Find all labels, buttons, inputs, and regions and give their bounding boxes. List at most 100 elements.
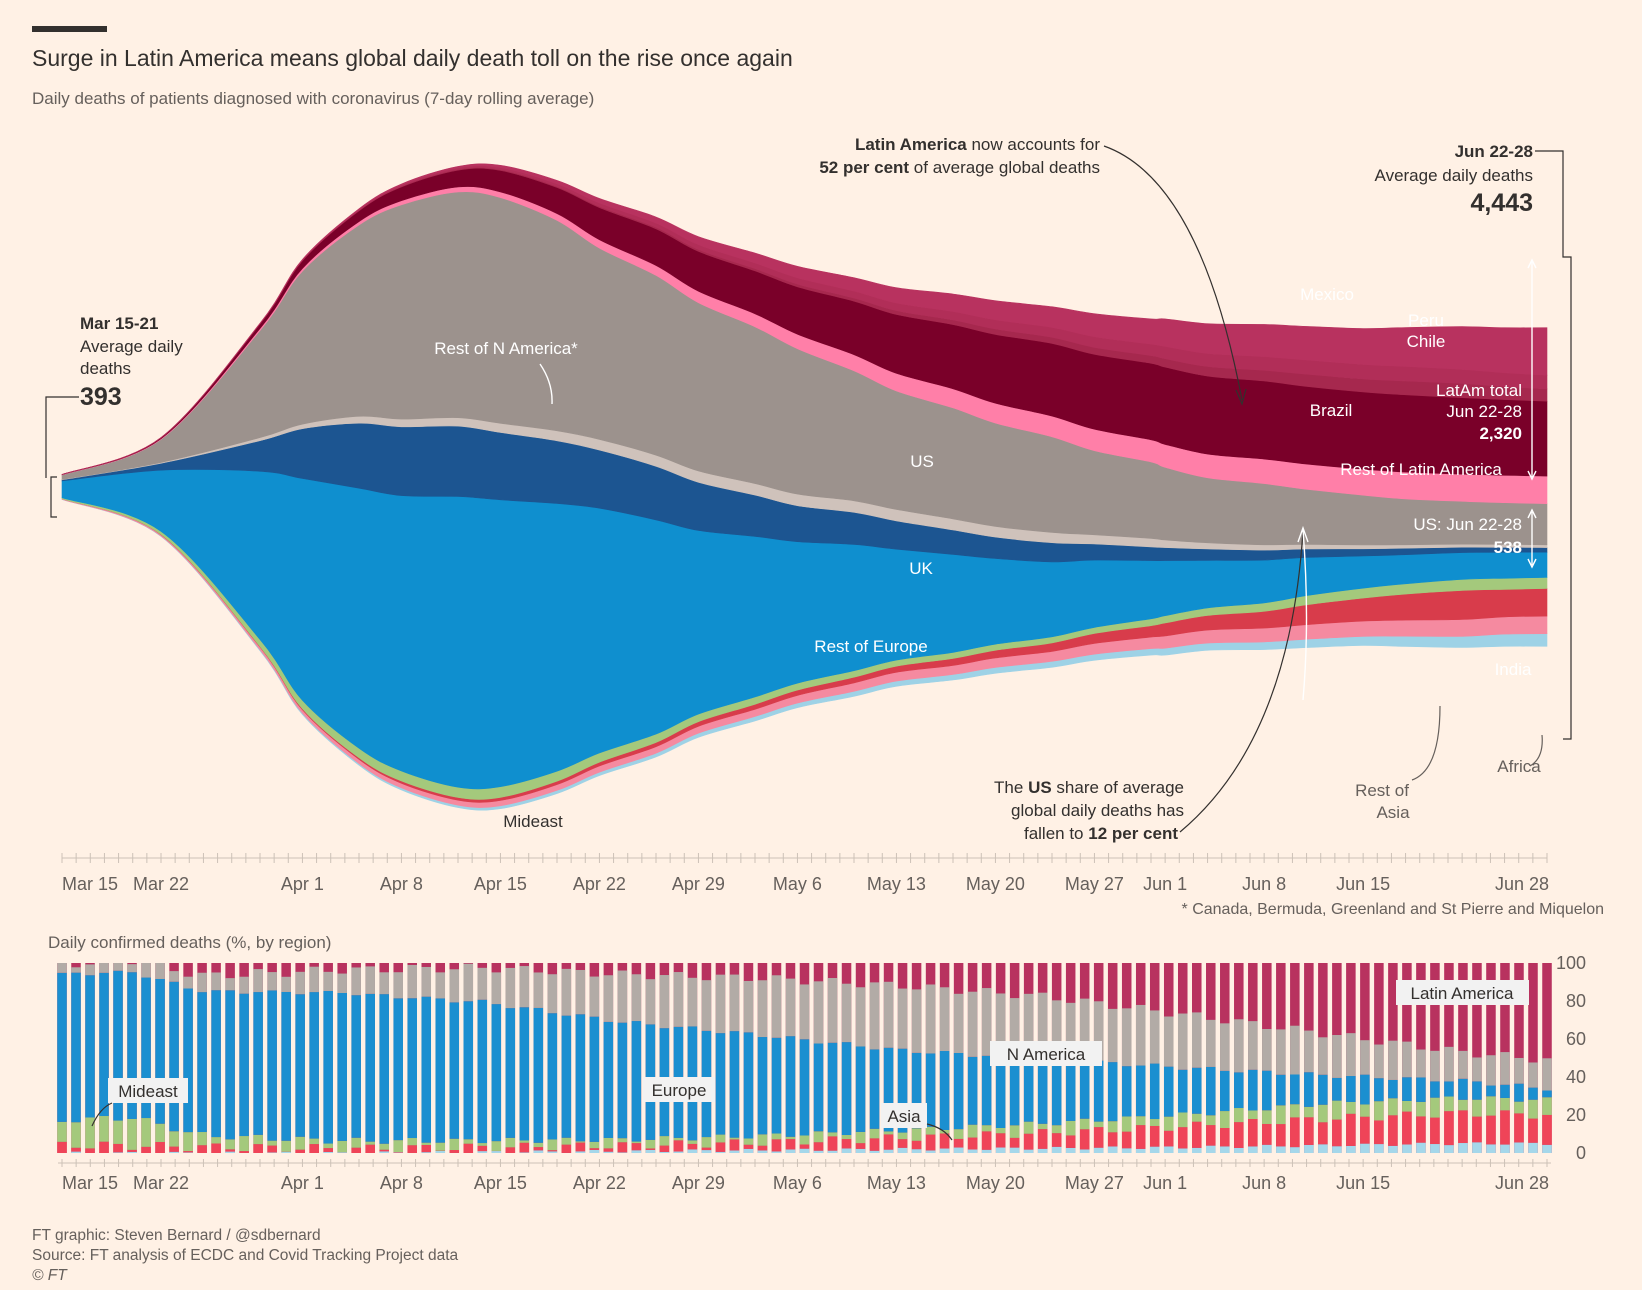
start-leader bbox=[45, 396, 79, 478]
bar-segment-n-america bbox=[547, 974, 558, 1014]
bar-segment-n-america bbox=[253, 969, 263, 993]
bar-segment-mideast bbox=[617, 1138, 628, 1143]
bar-segment-europe bbox=[1416, 1077, 1426, 1102]
bar-segment-asia-light bbox=[127, 1151, 137, 1153]
bar-segment-asia-red bbox=[211, 1143, 221, 1153]
bar-segment-europe bbox=[855, 1046, 866, 1132]
bar-label-namerica: N America bbox=[1007, 1045, 1086, 1064]
bar-segment-n-america bbox=[85, 964, 95, 976]
bar-segment-europe bbox=[533, 1007, 544, 1143]
streamgraph bbox=[61, 163, 1548, 811]
stream-x-tick-label: Mar 15 bbox=[62, 874, 118, 894]
bar-segment-asia-light bbox=[645, 1149, 656, 1153]
bar-segment-asia-red bbox=[1430, 1117, 1440, 1145]
bar-segment-europe bbox=[1248, 1069, 1258, 1111]
bar-segment-asia-light bbox=[225, 1151, 235, 1153]
bar-segment-n-america bbox=[127, 964, 137, 973]
us-share-1c: share of average bbox=[1052, 778, 1184, 797]
bar-segment-asia-red bbox=[1262, 1123, 1272, 1145]
bar-segment-asia-red bbox=[1121, 1131, 1132, 1149]
bar-segment-latin-america bbox=[1528, 963, 1538, 1153]
bar-axes: 0 20 40 60 80 100 Mar 15 Mar 22 Apr 1 Apr 8 Apr 15… bbox=[58, 953, 1586, 1193]
bar-segment-asia-light bbox=[533, 1150, 544, 1153]
bar-segment-n-america bbox=[575, 969, 586, 1015]
bar-segment-asia-red bbox=[799, 1144, 810, 1149]
bar-segment-asia-light bbox=[1388, 1145, 1398, 1153]
bar-segment-n-america bbox=[309, 966, 319, 993]
label-us: US bbox=[910, 452, 934, 471]
bar-segment-n-america bbox=[1458, 1050, 1468, 1079]
bar-segment-asia-light bbox=[71, 1151, 81, 1153]
bar-segment-asia-red bbox=[1135, 1125, 1146, 1149]
bar-segment-mideast bbox=[1360, 1104, 1370, 1117]
bar-segment-n-america bbox=[869, 982, 880, 1050]
bar-segment-asia-light bbox=[827, 1150, 838, 1153]
bar-segment-mideast bbox=[295, 1136, 305, 1150]
bar-segment-mideast bbox=[1290, 1104, 1300, 1118]
bar-segment-mideast bbox=[701, 1137, 712, 1148]
bar-segment-mideast bbox=[1051, 1125, 1062, 1134]
bar-segment-europe bbox=[309, 992, 319, 1139]
bar-segment-asia-light bbox=[897, 1147, 908, 1153]
bar-segment-mideast bbox=[1234, 1108, 1244, 1123]
bar-segment-n-america bbox=[491, 972, 502, 1005]
latam-total-1: LatAm total bbox=[1436, 381, 1522, 400]
bar-segment-asia-red bbox=[197, 1145, 207, 1153]
bar-segment-n-america bbox=[477, 967, 488, 1000]
bar-segment-asia-red bbox=[589, 1148, 600, 1150]
bar-segment-n-america bbox=[1402, 1041, 1412, 1078]
bar-segment-n-america bbox=[197, 972, 207, 993]
bar-segment-asia-red bbox=[141, 1146, 151, 1153]
bar-label-europe-box: Europe bbox=[643, 1077, 715, 1102]
end-label: Average daily deaths bbox=[1375, 166, 1533, 185]
latam-callout-2-rest: of average global deaths bbox=[909, 158, 1100, 177]
bar-segment-mideast bbox=[743, 1138, 754, 1145]
bar-segment-asia-light bbox=[1332, 1146, 1342, 1153]
brand-bar bbox=[32, 26, 107, 32]
latam-callout-2: 52 per cent of average global deaths bbox=[819, 158, 1100, 177]
bar-segment-n-america bbox=[1444, 1046, 1454, 1082]
bar-segment-asia-light bbox=[1360, 1143, 1370, 1153]
bar-segment-asia-red bbox=[883, 1134, 894, 1150]
copyright: © FT bbox=[32, 1267, 68, 1284]
bar-segment-mideast bbox=[127, 1118, 137, 1150]
bar-segment-europe bbox=[1388, 1079, 1398, 1099]
bar-segment-n-america bbox=[1486, 1055, 1496, 1086]
bar-segment-asia-light bbox=[1304, 1144, 1314, 1153]
bar-x-tick-label: May 20 bbox=[966, 1173, 1025, 1193]
bar-segment-europe bbox=[757, 1037, 768, 1135]
bar-segment-europe bbox=[1514, 1083, 1524, 1102]
bar-segment-asia-light bbox=[1514, 1142, 1524, 1153]
bar-segment-europe bbox=[1528, 1087, 1538, 1100]
bar-segment-europe bbox=[785, 1036, 796, 1137]
latam-callout-1: Latin America now accounts for bbox=[855, 135, 1100, 154]
label-mexico: Mexico bbox=[1300, 285, 1354, 304]
bar-y-tick-label: 100 bbox=[1556, 953, 1586, 973]
bar-segment-asia-red bbox=[365, 1144, 375, 1153]
bar-segment-asia-red bbox=[645, 1148, 656, 1150]
bar-segment-n-america bbox=[323, 971, 333, 991]
bar-segment-asia-light bbox=[1248, 1146, 1258, 1153]
bar-segment-asia-light bbox=[1318, 1144, 1328, 1153]
bar-segment-n-america bbox=[1514, 1057, 1524, 1084]
bar-segment-europe bbox=[239, 993, 249, 1137]
bar-segment-mideast bbox=[253, 1134, 263, 1145]
bar-segment-europe bbox=[155, 978, 165, 1124]
bar-segment-europe bbox=[813, 1043, 824, 1132]
bar-segment-n-america bbox=[1206, 1019, 1216, 1067]
bar-segment-mideast bbox=[1304, 1106, 1314, 1118]
bar-segment-europe bbox=[1318, 1074, 1328, 1105]
us-share-2: global daily deaths has bbox=[1011, 801, 1184, 820]
bar-segment-asia-red bbox=[1416, 1116, 1426, 1143]
label-rest-latam: Rest of Latin America bbox=[1340, 460, 1502, 479]
bar-segment-asia-red bbox=[1079, 1129, 1090, 1150]
bar-segment-asia-light bbox=[1542, 1144, 1552, 1153]
bar-segment-asia-red bbox=[771, 1139, 782, 1152]
bar-segment-n-america bbox=[1360, 1040, 1370, 1075]
bar-segment-asia-red bbox=[757, 1145, 768, 1151]
bar-segment-asia-red bbox=[631, 1143, 642, 1151]
bar-segment-europe bbox=[1486, 1085, 1496, 1097]
bar-segment-mideast bbox=[1402, 1100, 1412, 1112]
bar-x-tick-label: Apr 22 bbox=[573, 1173, 626, 1193]
bar-segment-asia-red bbox=[85, 1148, 95, 1153]
